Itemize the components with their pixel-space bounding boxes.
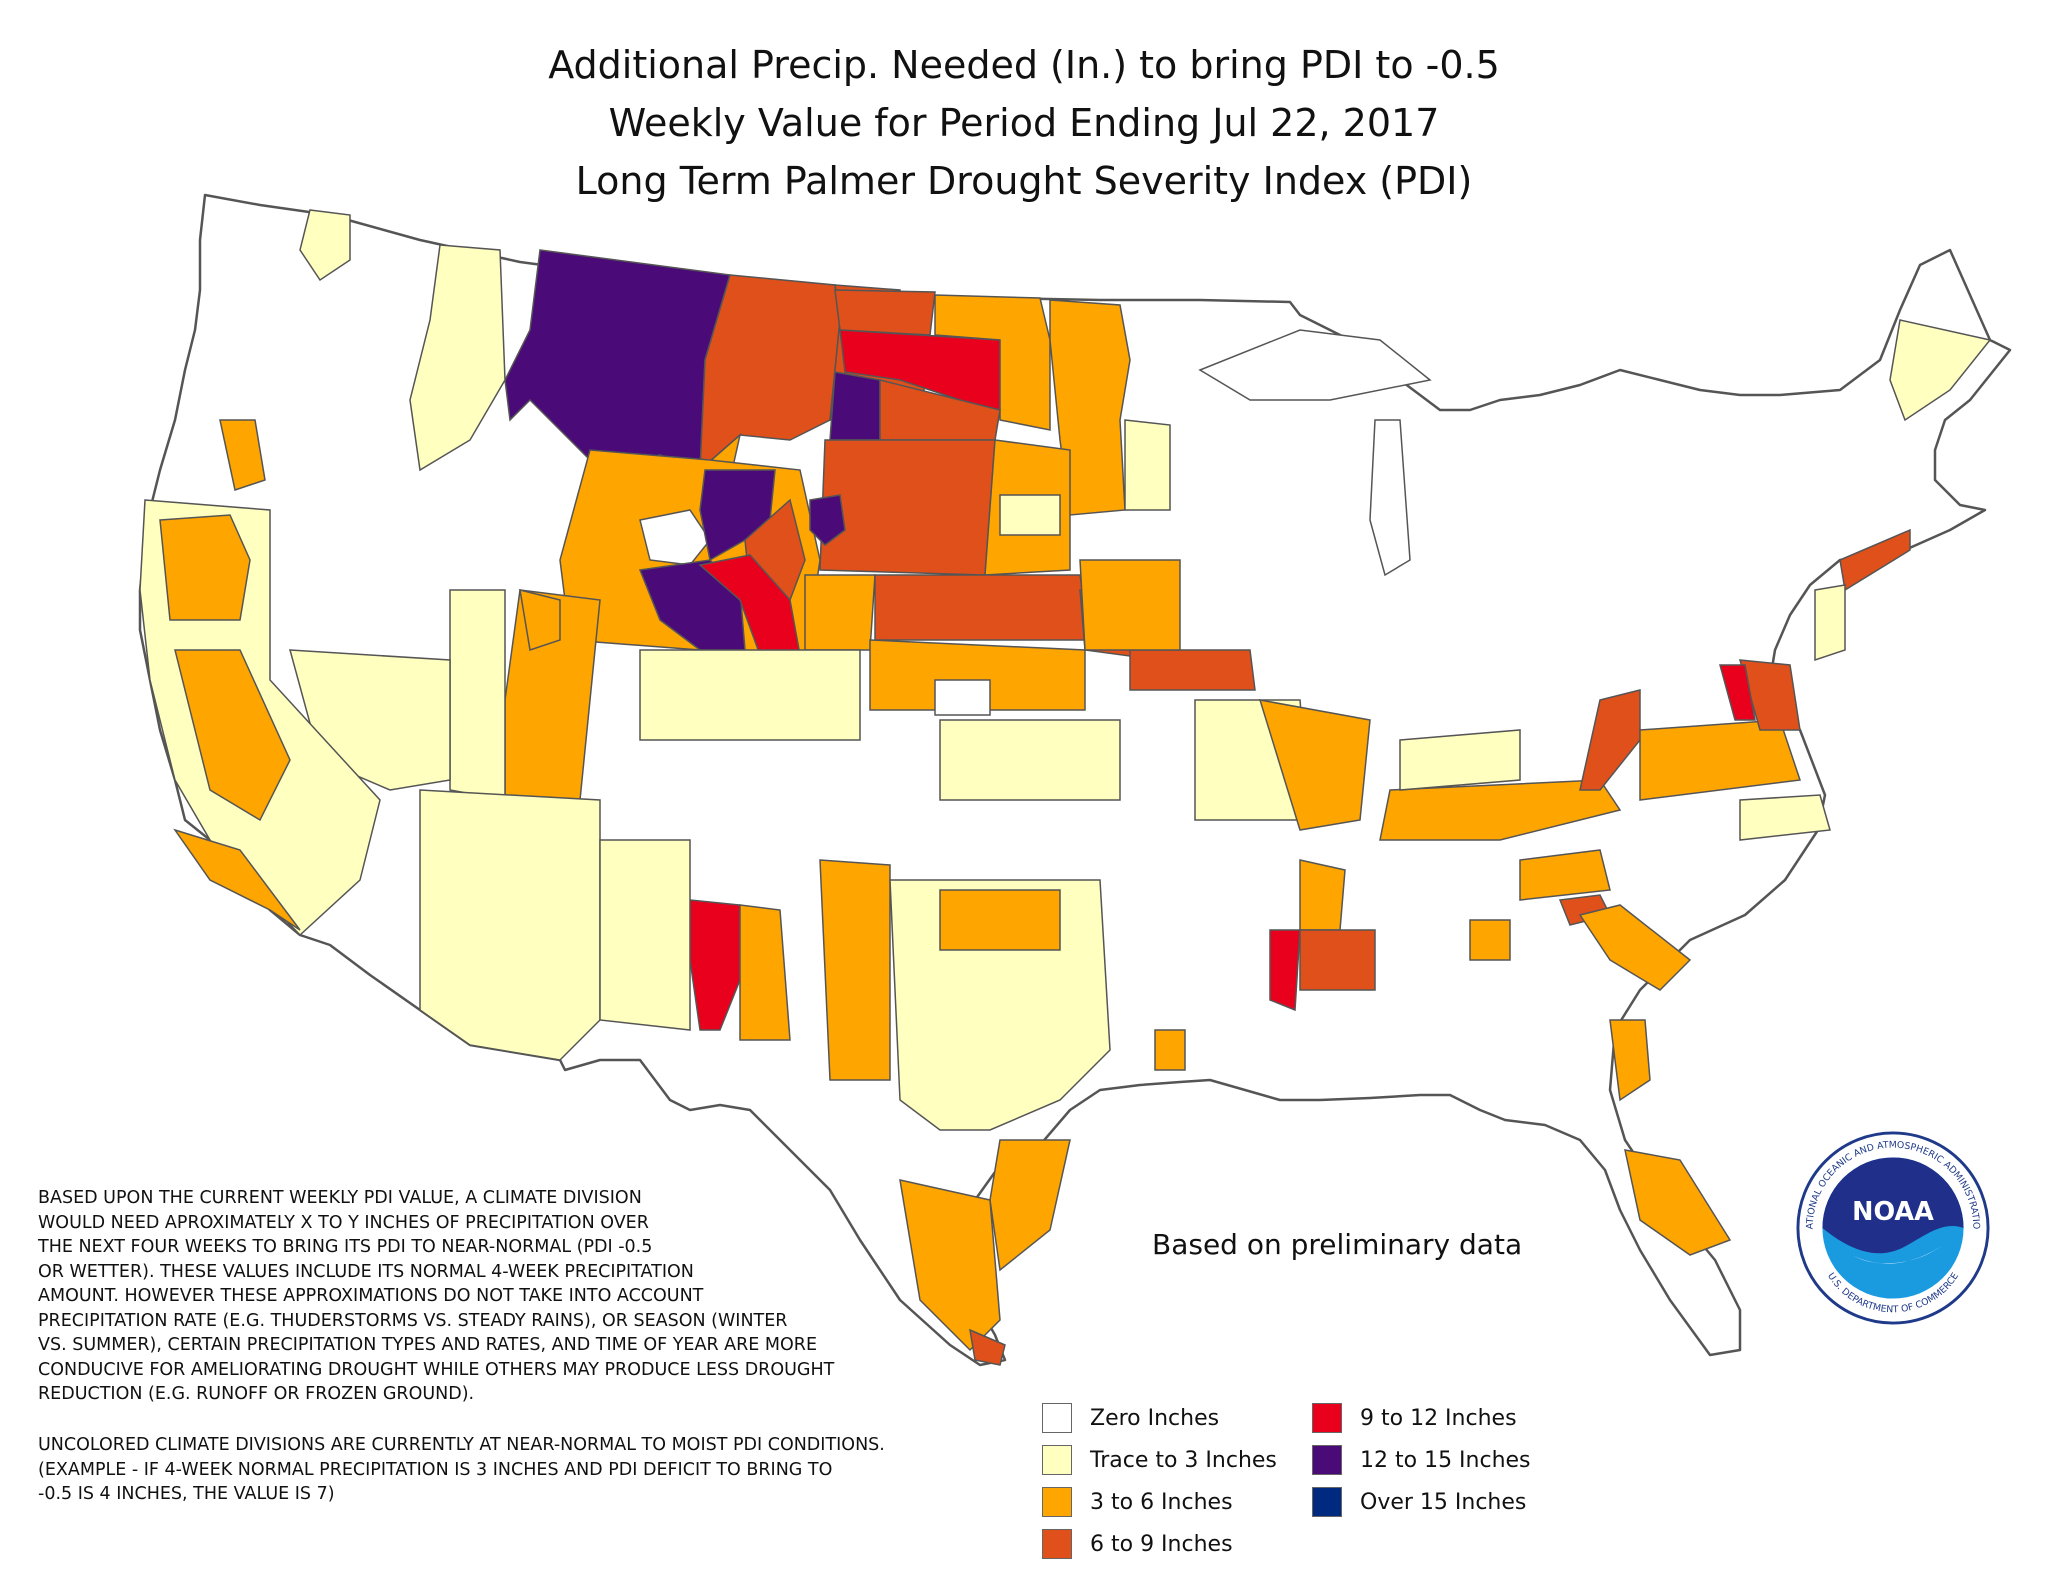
uncolored-note-line: UNCOLORED CLIMATE DIVISIONS ARE CURRENTL… bbox=[38, 1435, 885, 1455]
legend-item-zero: Zero Inches bbox=[1042, 1403, 1219, 1433]
explanation-line: OR WETTER). THESE VALUES INCLUDE ITS NOR… bbox=[38, 1261, 694, 1282]
division-ks-south-trace bbox=[939, 719, 1121, 801]
legend-label-zero: Zero Inches bbox=[1090, 1405, 1220, 1431]
map-title-line-3: Long Term Palmer Drought Severity Index … bbox=[575, 159, 1473, 203]
division-al-orange bbox=[1469, 919, 1511, 961]
division-ny-6-9 bbox=[1839, 528, 1911, 592]
division-ky-orange bbox=[1379, 779, 1622, 841]
division-ne-central bbox=[874, 574, 1091, 641]
explanation-line: CONDUCIVE FOR AMELIORATING DROUGHT WHILE… bbox=[38, 1359, 835, 1380]
legend-item-6-9: 6 to 9 Inches bbox=[1042, 1529, 1233, 1559]
division-tx-south-orange bbox=[899, 1179, 1001, 1352]
division-va-orange bbox=[1639, 719, 1802, 801]
explanation-text: BASED UPON THE CURRENT WEEKLY PDI VALUE,… bbox=[38, 1186, 834, 1407]
uncolored-divisions-note: UNCOLORED CLIMATE DIVISIONS ARE CURRENTL… bbox=[38, 1433, 885, 1507]
division-md-red bbox=[1719, 664, 1756, 721]
division-nm-west-trace bbox=[599, 839, 691, 1031]
preliminary-data-note: Based on preliminary data bbox=[1152, 1228, 1523, 1261]
explanation-line: THE NEXT FOUR WEEKS TO BRING ITS PDI TO … bbox=[38, 1237, 653, 1257]
explanation-line: PRECIPITATION RATE (E.G. THUDERSTORMS VS… bbox=[38, 1310, 788, 1331]
division-wy-northeast-purple bbox=[809, 494, 846, 546]
division-ga-coast-orange bbox=[1609, 1019, 1651, 1102]
legend-swatch-3-6 bbox=[1042, 1487, 1072, 1517]
division-nv-orange bbox=[519, 588, 561, 651]
legend-swatch-over-15 bbox=[1312, 1487, 1342, 1517]
division-me-trace bbox=[1889, 319, 1992, 422]
explanation-line: WOULD NEED APROXIMATELY X TO Y INCHES OF… bbox=[38, 1212, 649, 1233]
division-ia-central bbox=[1079, 559, 1181, 651]
explanation-line: AMOUNT. HOWEVER THESE APPROXIMATIONS DO … bbox=[38, 1286, 704, 1306]
division-ca-central-orange bbox=[174, 649, 291, 822]
division-nd-east bbox=[934, 294, 1051, 431]
division-wa-trace bbox=[299, 209, 351, 282]
division-nd-west bbox=[834, 289, 936, 336]
explanation-line: BASED UPON THE CURRENT WEEKLY PDI VALUE,… bbox=[38, 1188, 642, 1208]
division-ok-orange bbox=[939, 889, 1061, 951]
division-mo-east-orange bbox=[1258, 699, 1371, 831]
division-tx-panhandle-orange bbox=[819, 859, 891, 1081]
division-la-orange bbox=[1154, 1029, 1186, 1071]
legend-item-3-6: 3 to 6 Inches bbox=[1042, 1487, 1233, 1517]
division-wy-north-white bbox=[639, 509, 711, 566]
explanation-line: VS. SUMMER), CERTAIN PRECIPITATION TYPES… bbox=[38, 1335, 818, 1355]
legend-label-12-15: 12 to 15 Inches bbox=[1360, 1447, 1531, 1473]
division-id-trace bbox=[409, 244, 506, 472]
division-or-orange bbox=[219, 419, 266, 491]
division-sd-west bbox=[819, 439, 996, 576]
division-ca-south-orange bbox=[173, 828, 301, 931]
division-ky-trace bbox=[1399, 729, 1521, 791]
legend-item-12-15: 12 to 15 Inches bbox=[1312, 1445, 1531, 1475]
division-ca-north-orange bbox=[159, 514, 251, 621]
lake-superior bbox=[1198, 329, 1432, 401]
map-title-line-2: Weekly Value for Period Ending Jul 22, 2… bbox=[608, 101, 1440, 145]
division-az-trace bbox=[419, 789, 601, 1061]
division-ne-west bbox=[804, 574, 876, 651]
division-fl-orange bbox=[1624, 1149, 1732, 1256]
noaa-logo: NOAA NATIONAL OCEANIC AND ATMOSPHERIC AD… bbox=[1795, 1130, 1990, 1325]
legend-label-9-12: 9 to 12 Inches bbox=[1360, 1405, 1517, 1431]
division-ms-orange bbox=[1299, 859, 1346, 931]
division-nd-purple bbox=[829, 371, 881, 441]
division-co-trace bbox=[639, 649, 861, 741]
legend-label-over-15: Over 15 Inches bbox=[1360, 1489, 1527, 1515]
division-sc-orange bbox=[1578, 904, 1692, 991]
legend-label-6-9: 6 to 9 Inches bbox=[1090, 1531, 1233, 1557]
division-tx-east-orange bbox=[989, 1139, 1071, 1272]
map-title-line-1: Additional Precip. Needed (In.) to bring… bbox=[548, 43, 1500, 87]
uncolored-note-line: -0.5 IS 4 INCHES, THE VALUE IS 7) bbox=[38, 1484, 335, 1504]
division-mn-south bbox=[1124, 419, 1171, 511]
division-ut-trace bbox=[449, 589, 506, 801]
noaa-wordmark: NOAA bbox=[1852, 1197, 1934, 1227]
legend-swatch-zero bbox=[1042, 1403, 1072, 1433]
division-ks-white bbox=[934, 679, 991, 716]
explanation-line: REDUCTION (E.G. RUNOFF OR FROZEN GROUND)… bbox=[38, 1384, 475, 1404]
legend-label-3-6: 3 to 6 Inches bbox=[1090, 1489, 1233, 1515]
division-sd-trace bbox=[999, 494, 1061, 536]
legend-swatch-trace bbox=[1042, 1445, 1072, 1475]
legend-swatch-9-12 bbox=[1312, 1403, 1342, 1433]
division-ms-6-9 bbox=[1299, 929, 1376, 991]
division-ks-north bbox=[869, 639, 1086, 711]
legend-label-trace: Trace to 3 Inches bbox=[1090, 1447, 1277, 1473]
legend-item-trace: Trace to 3 Inches bbox=[1042, 1445, 1277, 1475]
division-tx-coast-6-9 bbox=[969, 1328, 1006, 1366]
division-ms-red bbox=[1269, 929, 1301, 1012]
division-ia-south bbox=[1129, 649, 1256, 691]
uncolored-note-line: (EXAMPLE - IF 4-WEEK NORMAL PRECIPITATIO… bbox=[38, 1459, 833, 1480]
division-nj-trace bbox=[1814, 584, 1846, 662]
legend-item-over-15: Over 15 Inches bbox=[1312, 1487, 1526, 1517]
legend-item-9-12: 9 to 12 Inches bbox=[1312, 1403, 1517, 1433]
division-tn-orange bbox=[1519, 849, 1611, 901]
division-wv-6-9 bbox=[1579, 689, 1641, 791]
lake-michigan bbox=[1369, 419, 1411, 577]
division-nc-trace bbox=[1739, 794, 1831, 841]
legend-swatch-6-9 bbox=[1042, 1529, 1072, 1559]
division-nm-orange bbox=[739, 904, 791, 1041]
legend-swatch-12-15 bbox=[1312, 1445, 1342, 1475]
